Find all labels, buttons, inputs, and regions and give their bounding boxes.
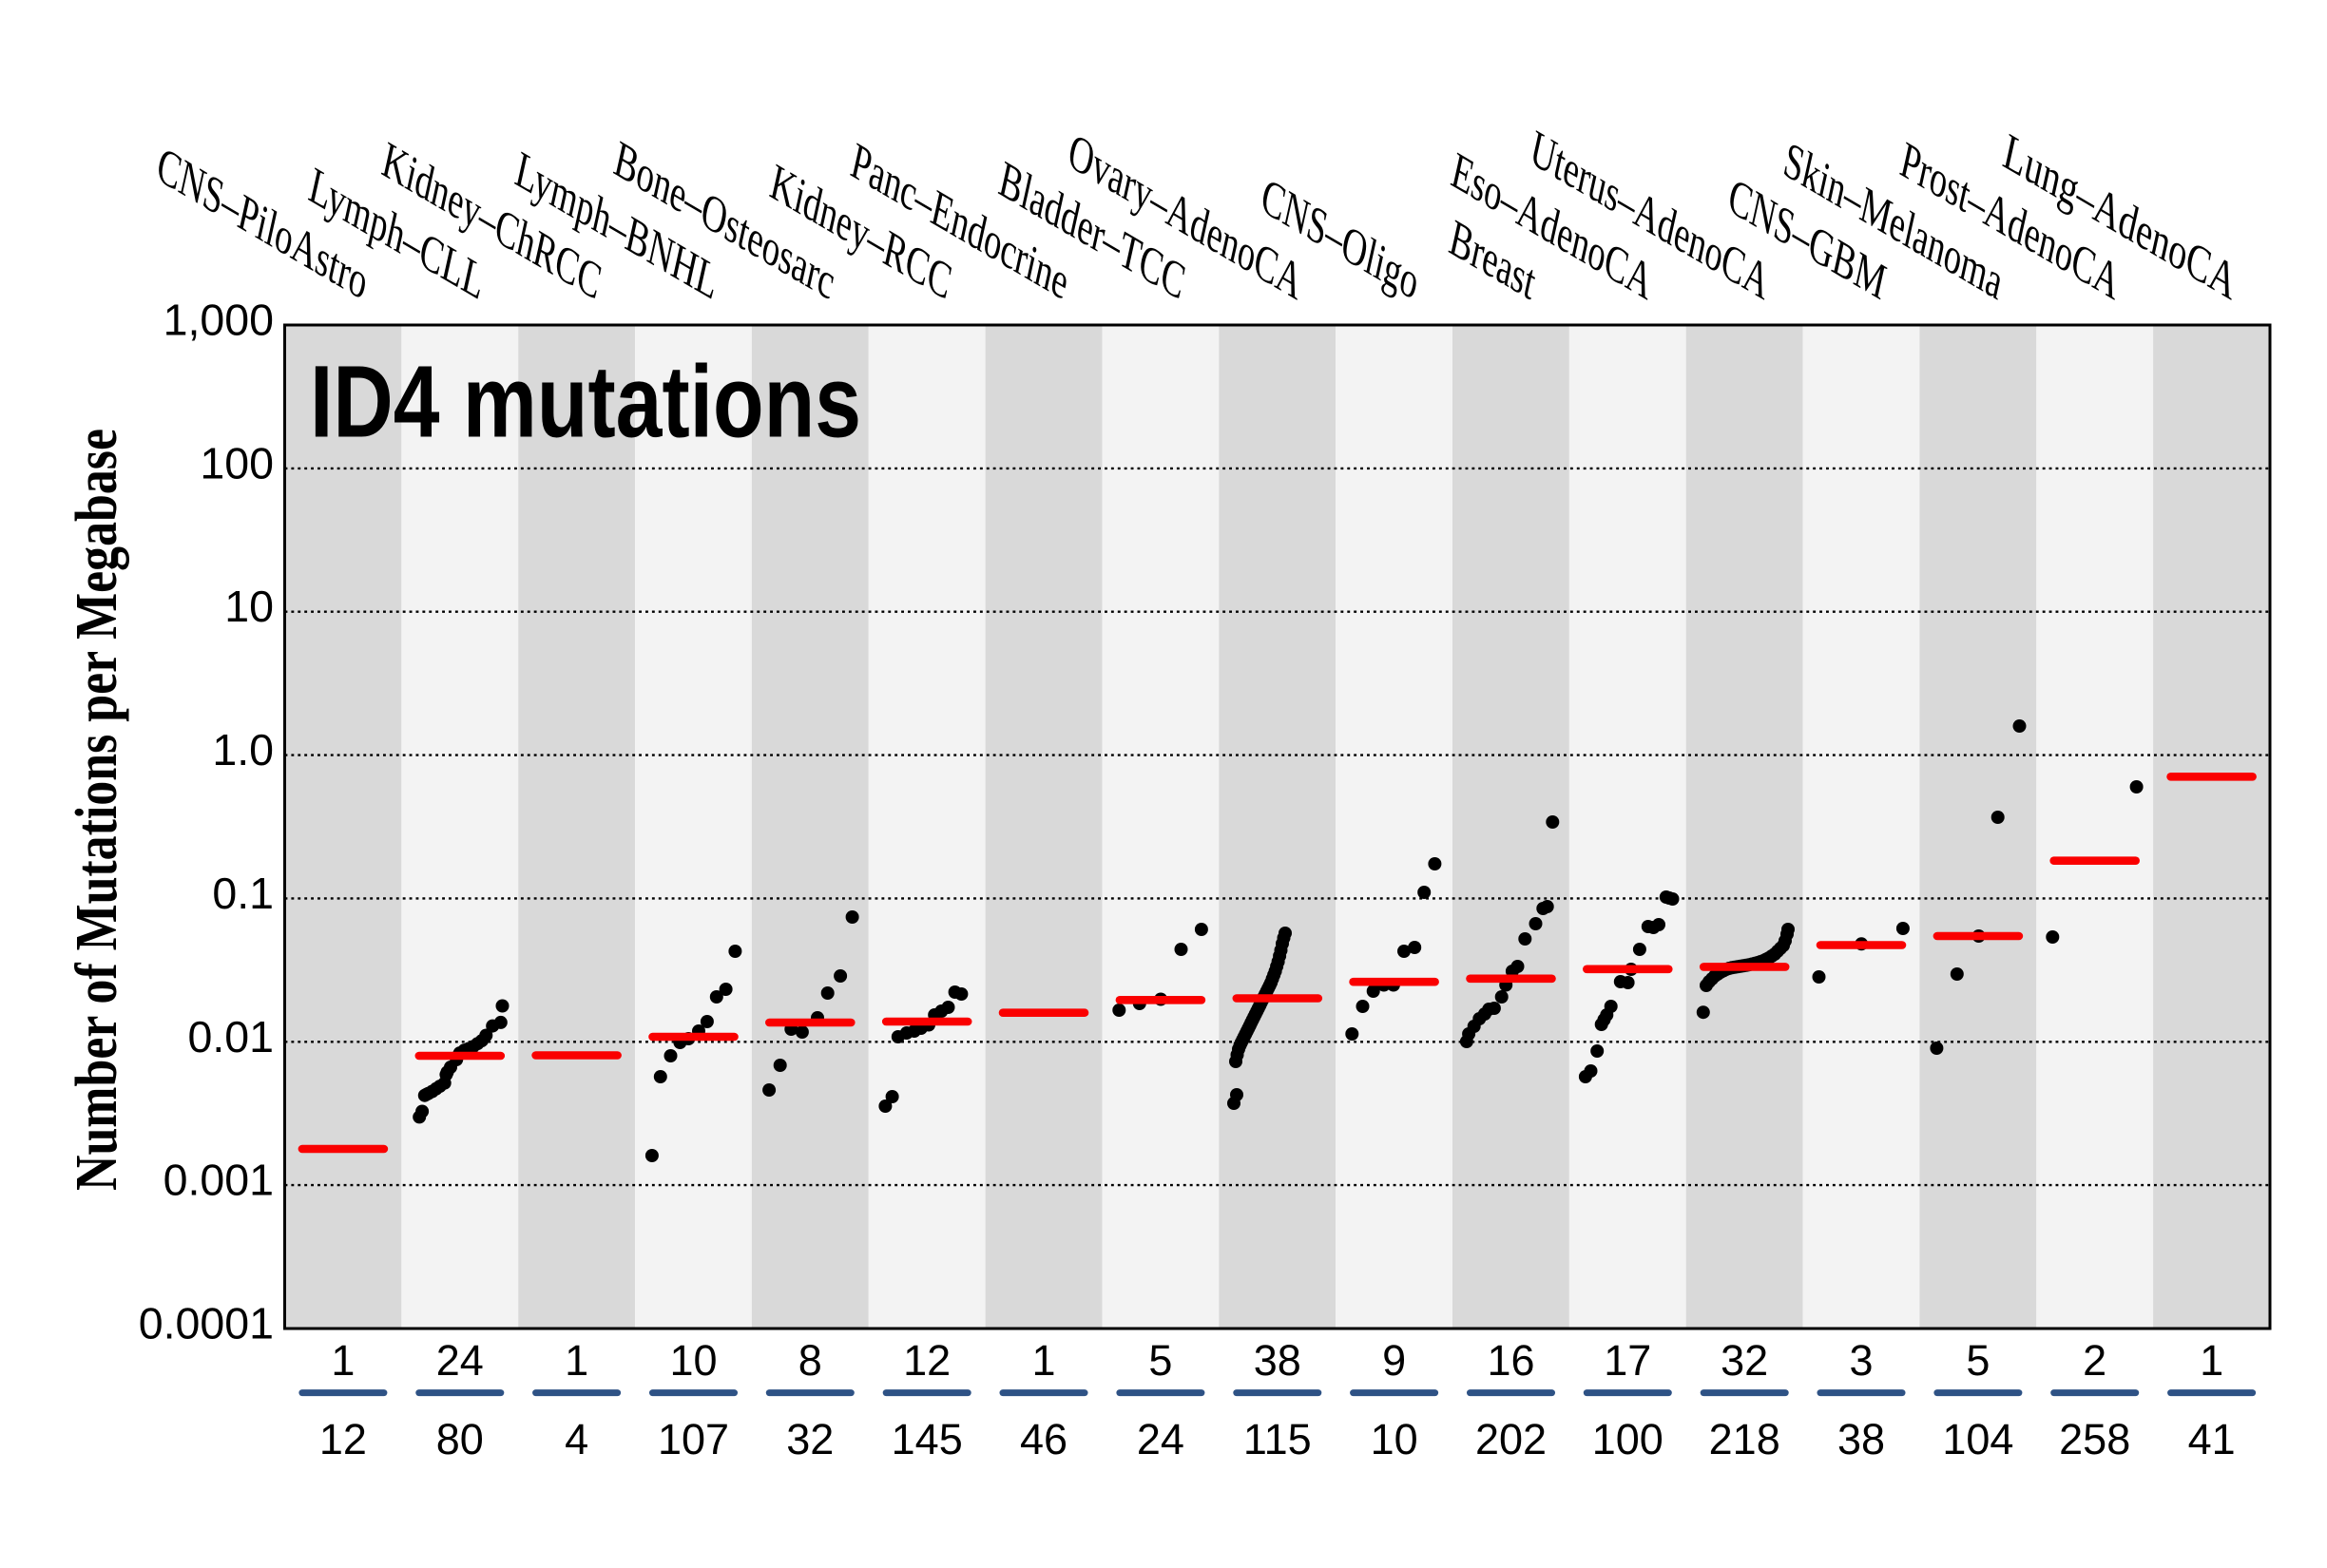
svg-text:1: 1 bbox=[565, 1336, 588, 1385]
svg-text:16: 16 bbox=[1487, 1336, 1534, 1385]
svg-text:24: 24 bbox=[1137, 1415, 1184, 1463]
svg-text:1,000: 1,000 bbox=[163, 296, 274, 345]
svg-text:0.001: 0.001 bbox=[163, 1156, 274, 1205]
svg-text:1: 1 bbox=[2200, 1336, 2223, 1385]
svg-text:Number of Mutations per Megaba: Number of Mutations per Megabase bbox=[65, 429, 129, 1191]
svg-text:9: 9 bbox=[1382, 1336, 1406, 1385]
svg-text:104: 104 bbox=[1942, 1415, 2013, 1463]
svg-text:38: 38 bbox=[1837, 1415, 1885, 1463]
svg-text:4: 4 bbox=[565, 1415, 588, 1463]
svg-text:1: 1 bbox=[331, 1336, 355, 1385]
svg-text:107: 107 bbox=[658, 1415, 729, 1463]
svg-text:80: 80 bbox=[436, 1415, 484, 1463]
svg-text:10: 10 bbox=[224, 582, 274, 631]
svg-text:5: 5 bbox=[1966, 1336, 1990, 1385]
svg-text:0.0001: 0.0001 bbox=[139, 1299, 274, 1348]
svg-text:10: 10 bbox=[669, 1336, 717, 1385]
svg-text:24: 24 bbox=[436, 1336, 484, 1385]
svg-text:258: 258 bbox=[2059, 1415, 2130, 1463]
svg-text:145: 145 bbox=[892, 1415, 963, 1463]
svg-text:115: 115 bbox=[1243, 1415, 1312, 1463]
svg-text:100: 100 bbox=[200, 438, 274, 488]
svg-text:38: 38 bbox=[1254, 1336, 1301, 1385]
svg-text:10: 10 bbox=[1371, 1415, 1418, 1463]
svg-text:3: 3 bbox=[1849, 1336, 1873, 1385]
svg-text:2: 2 bbox=[2083, 1336, 2106, 1385]
svg-text:17: 17 bbox=[1604, 1336, 1651, 1385]
svg-text:218: 218 bbox=[1709, 1415, 1780, 1463]
svg-text:12: 12 bbox=[903, 1336, 951, 1385]
svg-text:1.0: 1.0 bbox=[212, 725, 274, 774]
svg-text:46: 46 bbox=[1020, 1415, 1067, 1463]
svg-text:100: 100 bbox=[1592, 1415, 1664, 1463]
svg-text:0.01: 0.01 bbox=[187, 1012, 274, 1061]
svg-text:32: 32 bbox=[1721, 1336, 1768, 1385]
svg-text:8: 8 bbox=[798, 1336, 822, 1385]
svg-text:5: 5 bbox=[1148, 1336, 1172, 1385]
svg-text:12: 12 bbox=[319, 1415, 367, 1463]
svg-text:1: 1 bbox=[1031, 1336, 1055, 1385]
svg-text:202: 202 bbox=[1475, 1415, 1547, 1463]
svg-text:ID4 mutations: ID4 mutations bbox=[310, 343, 861, 458]
svg-text:0.1: 0.1 bbox=[212, 869, 274, 918]
svg-text:32: 32 bbox=[786, 1415, 834, 1463]
svg-text:41: 41 bbox=[2188, 1415, 2236, 1463]
